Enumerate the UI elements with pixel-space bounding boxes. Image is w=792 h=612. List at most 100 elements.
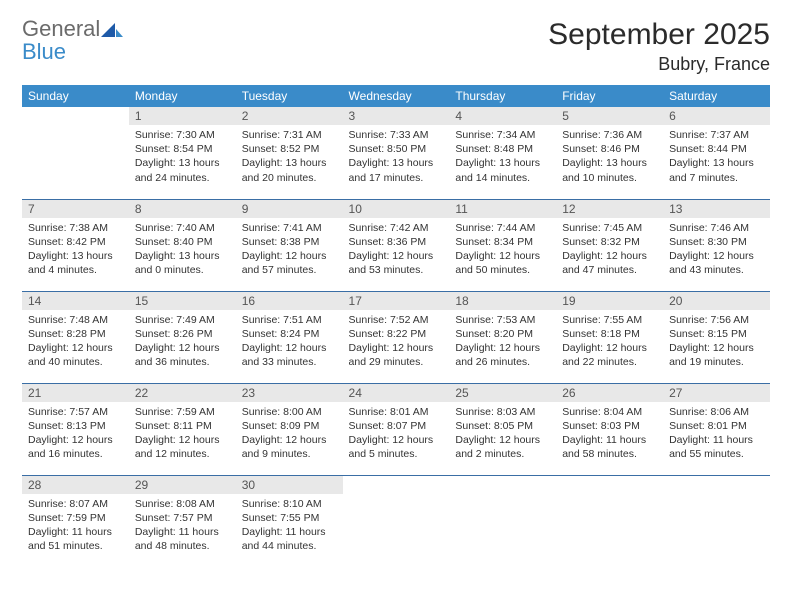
daylight-text: Daylight: 12 hours and 57 minutes. (242, 249, 337, 277)
sunrise-text: Sunrise: 7:42 AM (349, 221, 444, 235)
calendar-cell: 3Sunrise: 7:33 AMSunset: 8:50 PMDaylight… (343, 107, 450, 199)
sunrise-text: Sunrise: 8:04 AM (562, 405, 657, 419)
day-number: 20 (663, 292, 770, 310)
sunset-text: Sunset: 8:32 PM (562, 235, 657, 249)
sunset-text: Sunset: 8:42 PM (28, 235, 123, 249)
daylight-text: Daylight: 13 hours and 20 minutes. (242, 156, 337, 184)
weekday-header: Wednesday (343, 85, 450, 107)
calendar-row: 28Sunrise: 8:07 AMSunset: 7:59 PMDayligh… (22, 475, 770, 567)
day-details: Sunrise: 7:38 AMSunset: 8:42 PMDaylight:… (22, 218, 129, 282)
sunset-text: Sunset: 8:07 PM (349, 419, 444, 433)
day-details: Sunrise: 7:42 AMSunset: 8:36 PMDaylight:… (343, 218, 450, 282)
calendar-cell: 1Sunrise: 7:30 AMSunset: 8:54 PMDaylight… (129, 107, 236, 199)
daylight-text: Daylight: 11 hours and 58 minutes. (562, 433, 657, 461)
title-block: September 2025 Bubry, France (548, 18, 770, 75)
calendar-page: General Blue September 2025 Bubry, Franc… (0, 0, 792, 585)
sunrise-text: Sunrise: 8:10 AM (242, 497, 337, 511)
sunrise-text: Sunrise: 8:00 AM (242, 405, 337, 419)
daylight-text: Daylight: 12 hours and 22 minutes. (562, 341, 657, 369)
sunrise-text: Sunrise: 7:33 AM (349, 128, 444, 142)
day-details: Sunrise: 7:31 AMSunset: 8:52 PMDaylight:… (236, 125, 343, 189)
weekday-header: Sunday (22, 85, 129, 107)
calendar-row: 21Sunrise: 7:57 AMSunset: 8:13 PMDayligh… (22, 383, 770, 475)
sunset-text: Sunset: 8:34 PM (455, 235, 550, 249)
sunrise-text: Sunrise: 7:56 AM (669, 313, 764, 327)
sunrise-text: Sunrise: 7:34 AM (455, 128, 550, 142)
day-number: 19 (556, 292, 663, 310)
sunrise-text: Sunrise: 8:03 AM (455, 405, 550, 419)
day-details: Sunrise: 7:37 AMSunset: 8:44 PMDaylight:… (663, 125, 770, 189)
day-number: 9 (236, 200, 343, 218)
calendar-cell: 10Sunrise: 7:42 AMSunset: 8:36 PMDayligh… (343, 199, 450, 291)
sunset-text: Sunset: 8:50 PM (349, 142, 444, 156)
daylight-text: Daylight: 13 hours and 14 minutes. (455, 156, 550, 184)
day-number: 12 (556, 200, 663, 218)
sunset-text: Sunset: 8:22 PM (349, 327, 444, 341)
day-details: Sunrise: 7:51 AMSunset: 8:24 PMDaylight:… (236, 310, 343, 374)
sunset-text: Sunset: 8:40 PM (135, 235, 230, 249)
daylight-text: Daylight: 12 hours and 40 minutes. (28, 341, 123, 369)
sunrise-text: Sunrise: 7:38 AM (28, 221, 123, 235)
day-details: Sunrise: 7:59 AMSunset: 8:11 PMDaylight:… (129, 402, 236, 466)
calendar-cell: 12Sunrise: 7:45 AMSunset: 8:32 PMDayligh… (556, 199, 663, 291)
day-number: 7 (22, 200, 129, 218)
calendar-cell: 7Sunrise: 7:38 AMSunset: 8:42 PMDaylight… (22, 199, 129, 291)
day-details: Sunrise: 7:40 AMSunset: 8:40 PMDaylight:… (129, 218, 236, 282)
sunrise-text: Sunrise: 8:06 AM (669, 405, 764, 419)
day-details: Sunrise: 7:56 AMSunset: 8:15 PMDaylight:… (663, 310, 770, 374)
day-details: Sunrise: 7:36 AMSunset: 8:46 PMDaylight:… (556, 125, 663, 189)
calendar-cell: 9 Sunrise: 7:41 AMSunset: 8:38 PMDaylight… (236, 199, 343, 291)
day-number: 23 (236, 384, 343, 402)
sunset-text: Sunset: 8:26 PM (135, 327, 230, 341)
day-details: Sunrise: 7:49 AMSunset: 8:26 PMDaylight:… (129, 310, 236, 374)
logo-text-blue: Blue (22, 41, 123, 63)
calendar-cell (663, 475, 770, 567)
calendar-cell (22, 107, 129, 199)
sunset-text: Sunset: 8:52 PM (242, 142, 337, 156)
day-details: Sunrise: 8:04 AMSunset: 8:03 PMDaylight:… (556, 402, 663, 466)
sunset-text: Sunset: 8:13 PM (28, 419, 123, 433)
day-number: 15 (129, 292, 236, 310)
sunrise-text: Sunrise: 7:45 AM (562, 221, 657, 235)
day-details: Sunrise: 7:30 AMSunset: 8:54 PMDaylight:… (129, 125, 236, 189)
calendar-cell (343, 475, 450, 567)
daylight-text: Daylight: 13 hours and 4 minutes. (28, 249, 123, 277)
location: Bubry, France (548, 54, 770, 75)
day-details: Sunrise: 8:06 AMSunset: 8:01 PMDaylight:… (663, 402, 770, 466)
day-details: Sunrise: 7:55 AMSunset: 8:18 PMDaylight:… (556, 310, 663, 374)
sunrise-text: Sunrise: 7:36 AM (562, 128, 657, 142)
sunset-text: Sunset: 8:46 PM (562, 142, 657, 156)
sunset-text: Sunset: 8:01 PM (669, 419, 764, 433)
day-number: 8 (129, 200, 236, 218)
weekday-header: Friday (556, 85, 663, 107)
day-number: 16 (236, 292, 343, 310)
daylight-text: Daylight: 12 hours and 53 minutes. (349, 249, 444, 277)
daylight-text: Daylight: 13 hours and 7 minutes. (669, 156, 764, 184)
sunset-text: Sunset: 8:38 PM (242, 235, 337, 249)
weekday-header-row: Sunday Monday Tuesday Wednesday Thursday… (22, 85, 770, 107)
calendar-cell: 24Sunrise: 8:01 AMSunset: 8:07 PMDayligh… (343, 383, 450, 475)
day-number: 5 (556, 107, 663, 125)
sunrise-text: Sunrise: 7:48 AM (28, 313, 123, 327)
daylight-text: Daylight: 12 hours and 12 minutes. (135, 433, 230, 461)
sunrise-text: Sunrise: 8:07 AM (28, 497, 123, 511)
calendar-table: Sunday Monday Tuesday Wednesday Thursday… (22, 85, 770, 567)
sunrise-text: Sunrise: 7:55 AM (562, 313, 657, 327)
calendar-cell: 5Sunrise: 7:36 AMSunset: 8:46 PMDaylight… (556, 107, 663, 199)
sunrise-text: Sunrise: 7:37 AM (669, 128, 764, 142)
day-details: Sunrise: 7:52 AMSunset: 8:22 PMDaylight:… (343, 310, 450, 374)
calendar-cell: 30Sunrise: 8:10 AMSunset: 7:55 PMDayligh… (236, 475, 343, 567)
day-number: 2 (236, 107, 343, 125)
day-number: 17 (343, 292, 450, 310)
daylight-text: Daylight: 12 hours and 50 minutes. (455, 249, 550, 277)
sunrise-text: Sunrise: 7:41 AM (242, 221, 337, 235)
day-number: 26 (556, 384, 663, 402)
calendar-cell: 15Sunrise: 7:49 AMSunset: 8:26 PMDayligh… (129, 291, 236, 383)
weekday-header: Monday (129, 85, 236, 107)
calendar-cell: 17Sunrise: 7:52 AMSunset: 8:22 PMDayligh… (343, 291, 450, 383)
daylight-text: Daylight: 12 hours and 43 minutes. (669, 249, 764, 277)
sunset-text: Sunset: 8:48 PM (455, 142, 550, 156)
sunset-text: Sunset: 8:30 PM (669, 235, 764, 249)
day-details: Sunrise: 7:34 AMSunset: 8:48 PMDaylight:… (449, 125, 556, 189)
daylight-text: Daylight: 12 hours and 36 minutes. (135, 341, 230, 369)
